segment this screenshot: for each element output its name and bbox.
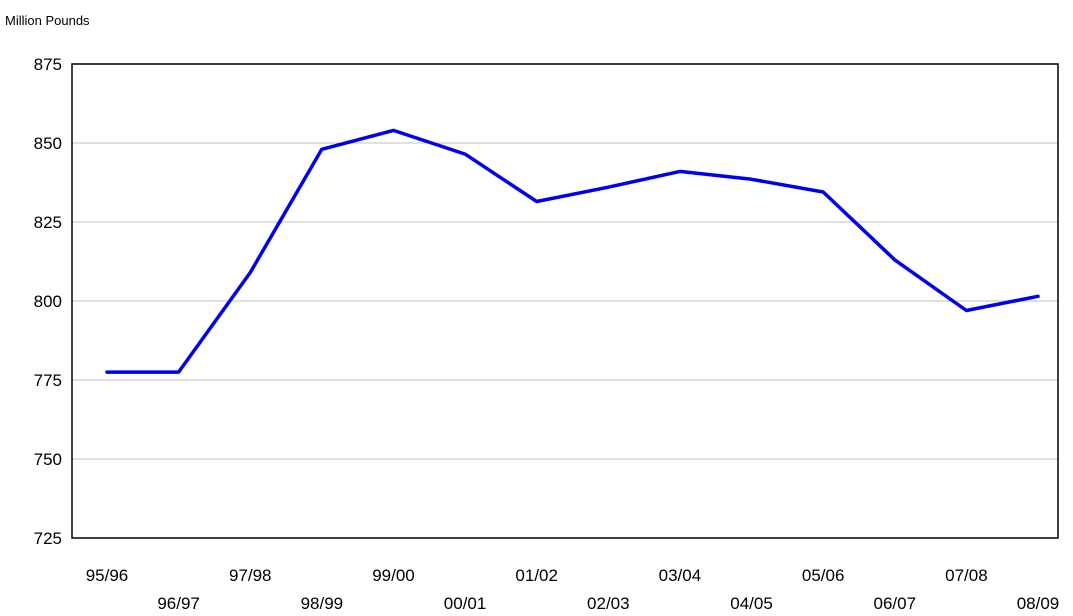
x-axis-tick-labels: 95/96 96/97 97/98 98/99 99/00 00/01 01/02 02/03… <box>86 566 1060 613</box>
series-layer <box>105 128 1040 374</box>
x-tick-label: 05/06 <box>802 566 845 585</box>
y-tick-label: 850 <box>34 134 62 153</box>
x-tick-label: 96/97 <box>157 594 200 613</box>
y-tick-label: 800 <box>34 292 62 311</box>
x-tick-label: 06/07 <box>873 594 916 613</box>
y-axis-tick-labels: 725 750 775 800 825 850 875 <box>34 55 62 548</box>
x-tick-label: 01/02 <box>515 566 558 585</box>
x-tick-label: 97/98 <box>229 566 272 585</box>
y-tick-label: 725 <box>34 529 62 548</box>
y-tick-label: 875 <box>34 55 62 74</box>
x-tick-label: 07/08 <box>945 566 988 585</box>
y-tick-label: 775 <box>34 371 62 390</box>
y-tick-label: 750 <box>34 450 62 469</box>
x-tick-label: 98/99 <box>301 594 344 613</box>
x-tick-label: 03/04 <box>659 566 702 585</box>
x-tick-label: 08/09 <box>1017 594 1060 613</box>
x-tick-label: 95/96 <box>86 566 129 585</box>
y-tick-label: 825 <box>34 213 62 232</box>
series-line <box>105 128 1040 374</box>
x-tick-label: 99/00 <box>372 566 415 585</box>
plot-area-frame <box>71 63 1059 539</box>
y-axis-unit-label: Million Pounds <box>5 13 90 28</box>
gridlines <box>72 142 1058 460</box>
x-tick-label: 04/05 <box>730 594 773 613</box>
x-tick-label: 02/03 <box>587 594 630 613</box>
x-tick-label: 00/01 <box>444 594 487 613</box>
